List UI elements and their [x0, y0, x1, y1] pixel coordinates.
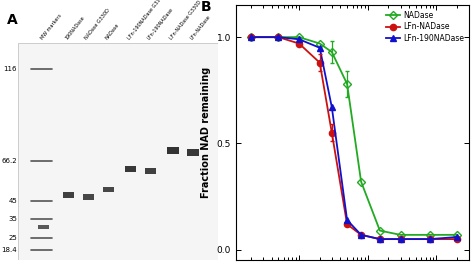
Bar — [187, 149, 199, 156]
NADase — [398, 233, 403, 236]
NADase — [275, 36, 281, 39]
NADase — [329, 50, 335, 54]
Text: 45: 45 — [9, 198, 17, 204]
Bar — [125, 166, 136, 172]
Line: LFn-NADase: LFn-NADase — [248, 34, 460, 242]
LFn-190NADase — [377, 237, 383, 241]
Text: NADase G330D: NADase G330D — [84, 8, 111, 41]
LFn-NADase — [248, 36, 254, 39]
LFn-NADase — [454, 237, 460, 241]
NADase — [377, 229, 383, 232]
LFn-NADase — [329, 131, 335, 134]
Line: NADase: NADase — [248, 34, 460, 238]
Bar — [102, 187, 114, 193]
LFn-NADase — [317, 61, 323, 64]
LFn-190NADase — [344, 218, 350, 221]
LFn-190NADase — [248, 36, 254, 39]
Bar — [145, 168, 156, 174]
Bar — [82, 194, 94, 200]
NADase — [296, 36, 302, 39]
LFn-190NADase — [275, 36, 281, 39]
LFn-NADase — [427, 237, 433, 241]
Bar — [38, 225, 49, 229]
Text: LFn-190NADase G330D: LFn-190NADase G330D — [127, 0, 166, 41]
NADase — [427, 233, 433, 236]
Text: B: B — [201, 0, 211, 14]
LFn-NADase — [358, 233, 364, 236]
Line: LFn-190NADase: LFn-190NADase — [248, 34, 460, 242]
LFn-NADase — [275, 36, 281, 39]
Text: 190NADase: 190NADase — [64, 15, 86, 41]
NADase — [358, 180, 364, 183]
LFn-190NADase — [317, 46, 323, 49]
LFn-NADase — [377, 237, 383, 241]
Text: 66.2: 66.2 — [1, 158, 17, 164]
Text: A: A — [7, 13, 18, 27]
Bar — [63, 193, 74, 198]
Text: 18.4: 18.4 — [1, 247, 17, 253]
Text: 35: 35 — [9, 216, 17, 222]
Bar — [167, 147, 179, 154]
LFn-190NADase — [329, 106, 335, 109]
NADase — [344, 82, 350, 85]
NADase — [248, 36, 254, 39]
Legend: NADase, LFn-NADase, LFn-190NADase: NADase, LFn-NADase, LFn-190NADase — [384, 9, 465, 44]
LFn-190NADase — [454, 235, 460, 239]
Text: 25: 25 — [9, 235, 17, 241]
Y-axis label: Fraction NAD remaining: Fraction NAD remaining — [201, 67, 211, 199]
NADase — [454, 233, 460, 236]
Text: 116: 116 — [4, 65, 17, 72]
LFn-190NADase — [427, 237, 433, 241]
LFn-NADase — [296, 42, 302, 45]
LFn-190NADase — [358, 233, 364, 236]
Bar — [18, 43, 218, 260]
LFn-190NADase — [398, 237, 403, 241]
LFn-NADase — [344, 223, 350, 226]
Text: MW markers: MW markers — [39, 13, 63, 41]
LFn-190NADase — [296, 38, 302, 41]
Text: LFn-190NADase: LFn-190NADase — [146, 7, 174, 41]
Text: LFn-NADase G330D: LFn-NADase G330D — [169, 0, 203, 41]
NADase — [317, 42, 323, 45]
LFn-NADase — [398, 237, 403, 241]
Text: LFn-NADase: LFn-NADase — [189, 14, 211, 41]
Text: NADase: NADase — [104, 22, 120, 41]
